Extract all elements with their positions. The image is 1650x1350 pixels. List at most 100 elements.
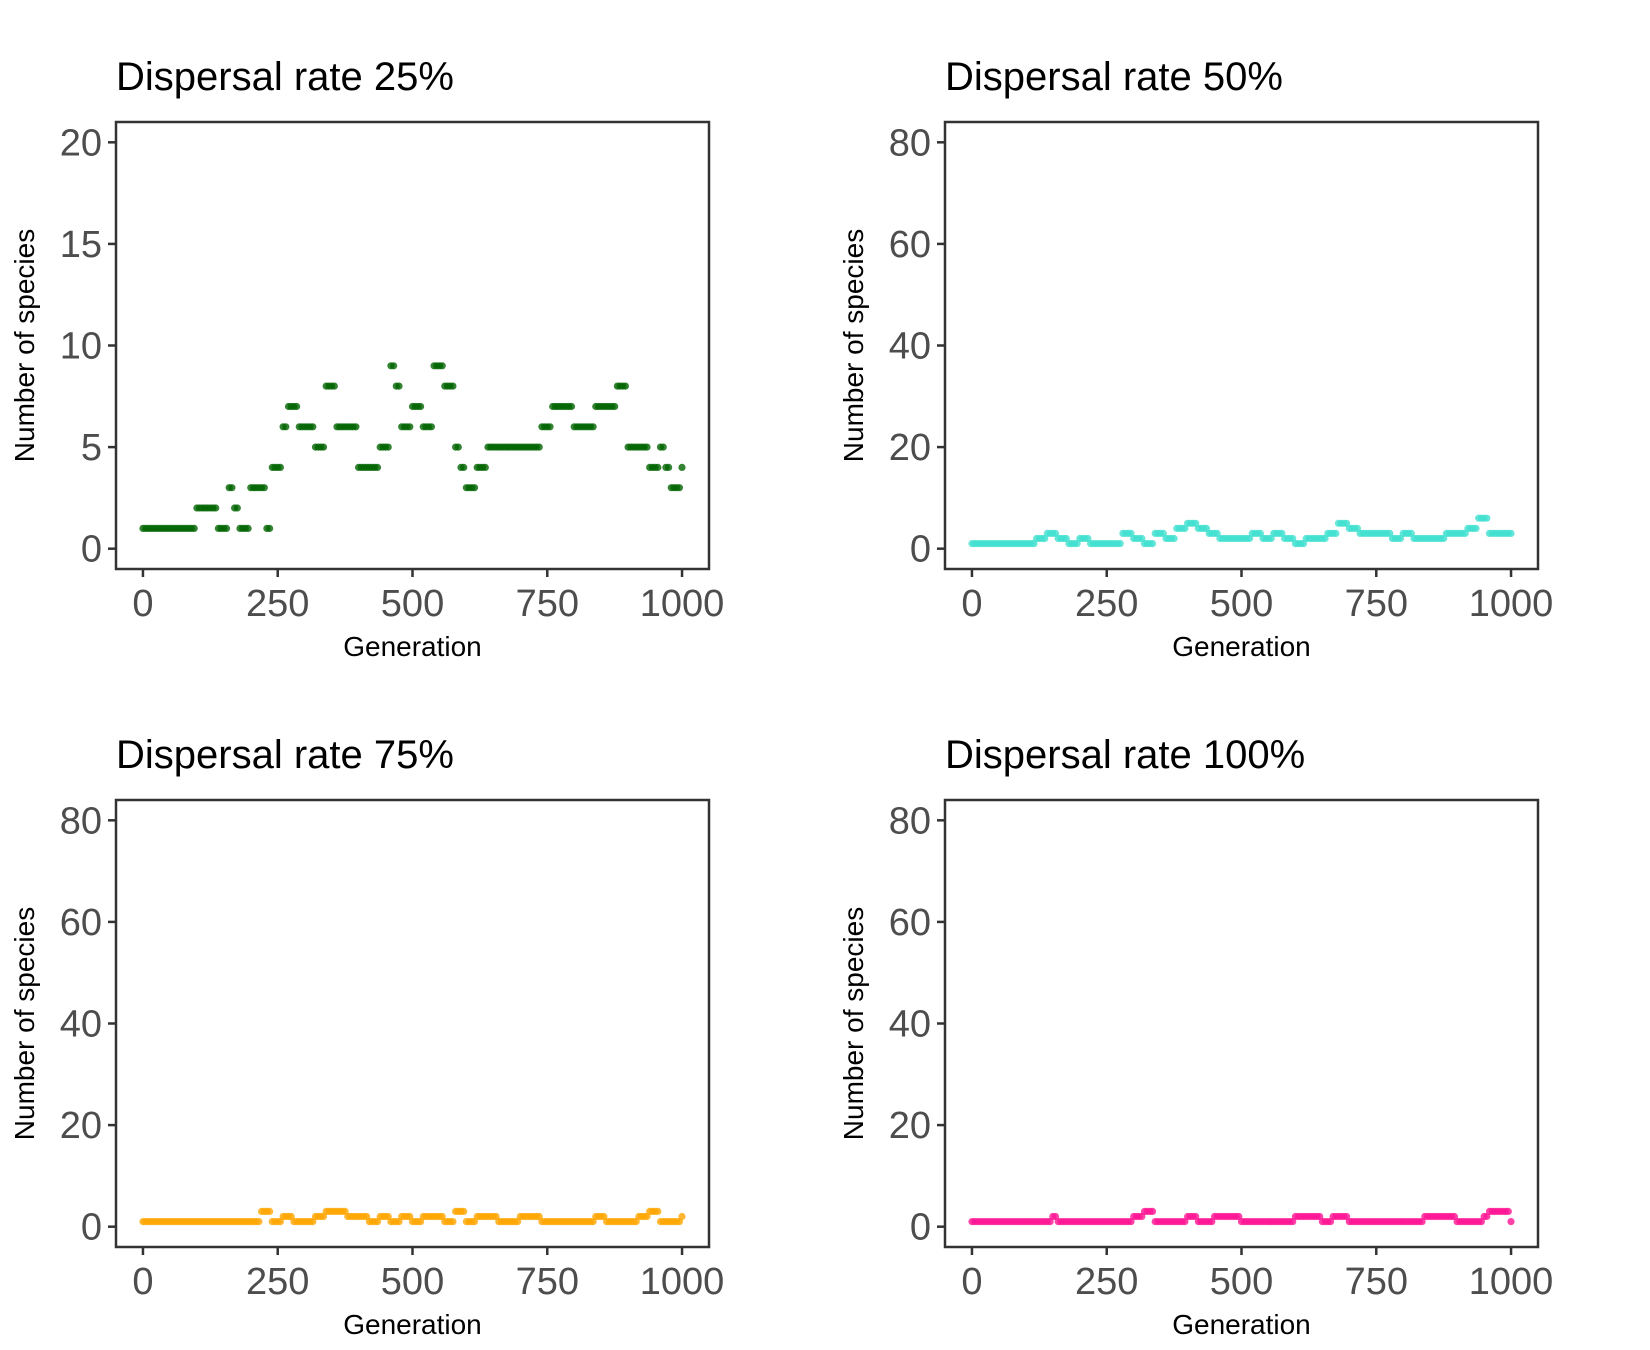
x-tick-label: 0 [961,1261,982,1303]
data-point [449,382,457,390]
data-point [481,463,489,471]
data-point [678,463,686,471]
data-point [665,463,673,471]
y-tick-label: 60 [889,902,931,944]
x-axis-title: Generation [343,1309,482,1340]
data-point [384,443,392,451]
data-point [449,1218,457,1226]
y-tick-label: 60 [889,224,931,266]
x-tick-label: 750 [516,1261,579,1303]
x-tick-label: 500 [1210,1261,1273,1303]
data-point [330,382,338,390]
x-tick-label: 500 [1210,583,1273,625]
data-point [222,524,231,533]
data-point [260,484,268,492]
panel-dispersal-100: Dispersal rate 100% 0 20 40 60 80 0 250 500 750 10… [838,733,1553,1340]
y-tick-label: 0 [910,1207,931,1249]
data-point [1116,540,1124,548]
data-point [293,402,301,411]
y-axis-title: Number of species [9,907,40,1140]
y-axis-title: Number of species [838,229,869,462]
chart-title: Dispersal rate 50% [945,55,1283,99]
panel-dispersal-50: Dispersal rate 50% 0 20 40 60 80 0 250 500 750 100… [838,55,1553,662]
data-point [1507,529,1515,538]
y-tick-label: 20 [60,1105,102,1147]
x-axis-title: Generation [343,631,482,662]
y-tick-label: 0 [81,1207,102,1249]
data-point [621,382,630,390]
plot-frame [943,798,1540,1249]
data-point [352,423,360,431]
data-point [454,443,462,451]
plot-frame [943,120,1540,571]
data-point [190,524,198,533]
x-tick-label: 0 [961,583,982,625]
x-tick-label: 250 [1075,1261,1138,1303]
y-tick-label: 15 [60,224,102,266]
data-point [654,1207,662,1215]
y-tick-label: 40 [889,326,931,368]
data-point [309,423,317,431]
data-point [244,524,252,533]
data-point [1483,514,1491,522]
x-tick-label: 250 [246,1261,309,1303]
data-point [1332,529,1340,538]
data-points [968,514,1515,548]
y-tick-label: 0 [81,529,102,571]
y-tick-label: 80 [889,800,931,842]
data-point [678,1212,686,1221]
chart-title: Dispersal rate 25% [116,55,454,99]
x-axis-title: Generation [1172,1309,1311,1340]
y-tick-label: 10 [60,326,102,368]
data-point [567,402,576,411]
x-tick-label: 0 [132,1261,153,1303]
data-point [470,484,479,492]
data-point [1170,534,1178,543]
data-point [282,423,290,431]
data-point [395,382,403,390]
plot-frame [114,798,711,1249]
data-point [659,443,667,451]
x-tick-label: 750 [1345,1261,1408,1303]
data-points [139,362,686,533]
data-point [406,423,414,431]
data-point [266,524,274,533]
data-point [438,362,446,370]
y-axis-title: Number of species [9,229,40,462]
panel-dispersal-25: Dispersal rate 25% 0 5 10 15 20 0 250 500 750 1000… [9,55,724,662]
data-point [589,423,597,431]
data-point [460,1207,468,1215]
x-tick-label: 1000 [1469,1261,1554,1303]
data-point [212,504,220,512]
y-tick-label: 40 [889,1004,931,1046]
data-point [1148,1207,1157,1215]
x-tick-label: 1000 [1469,583,1554,625]
y-tick-label: 80 [60,800,102,842]
x-tick-label: 500 [381,583,444,625]
chart-title: Dispersal rate 75% [116,733,454,777]
x-tick-label: 500 [381,1261,444,1303]
data-point [427,423,435,431]
x-tick-label: 0 [132,583,153,625]
y-tick-label: 40 [60,1004,102,1046]
data-point [266,1207,274,1215]
data-point [654,463,662,471]
y-tick-label: 60 [60,902,102,944]
data-point [1504,1207,1512,1215]
x-axis-title: Generation [1172,631,1311,662]
data-points [139,1207,686,1226]
y-tick-label: 5 [81,427,102,469]
data-point [643,443,651,451]
y-tick-label: 20 [889,427,931,469]
data-point [546,423,554,431]
data-point [373,463,382,471]
data-point [255,1218,263,1226]
panel-dispersal-75: Dispersal rate 75% 0 20 40 60 80 0 250 500 750 100… [9,733,724,1340]
y-axis-title: Number of species [838,907,869,1140]
x-tick-label: 250 [1075,583,1138,625]
data-points [968,1207,1515,1226]
x-tick-label: 250 [246,583,309,625]
data-point [1507,1218,1515,1226]
data-point [228,484,236,492]
